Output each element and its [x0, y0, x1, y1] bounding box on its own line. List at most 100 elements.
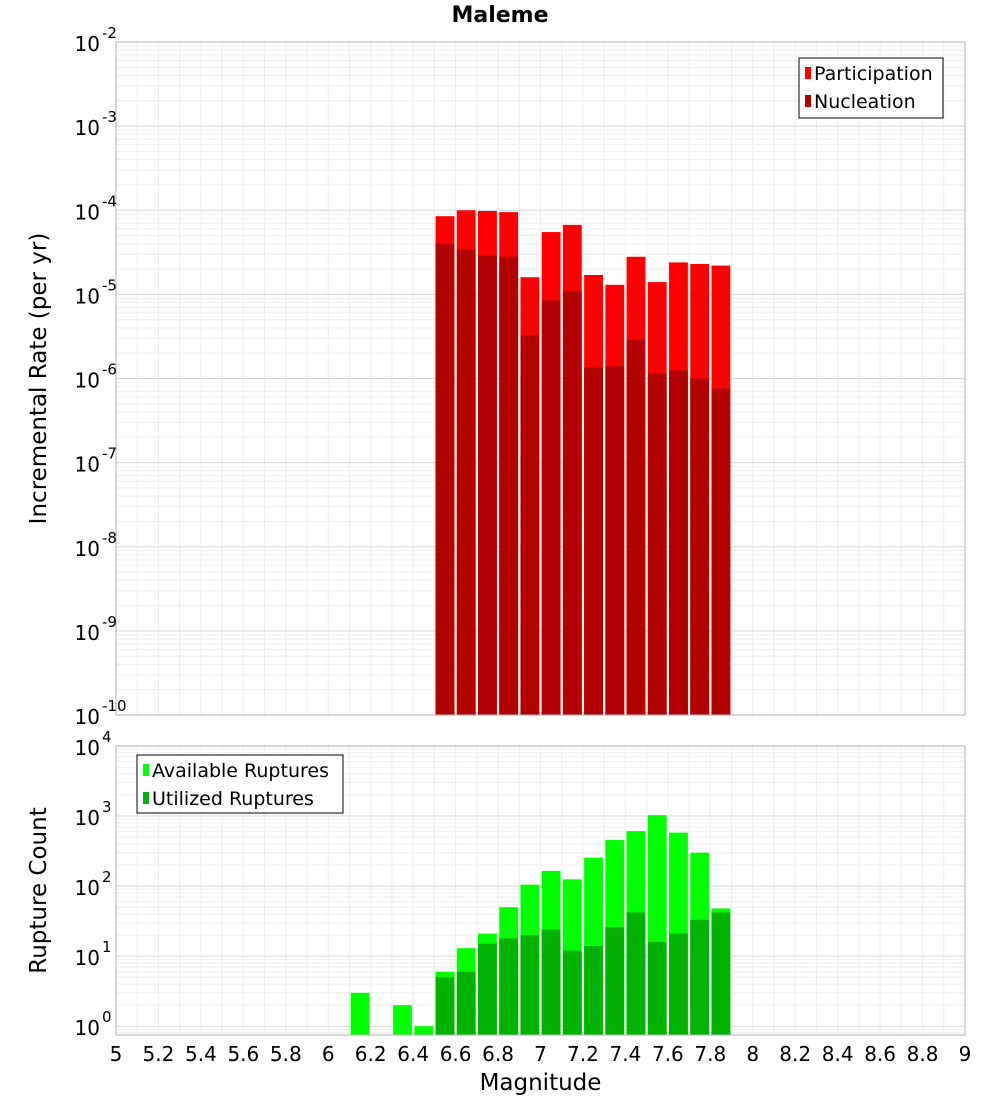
bar-secondary — [647, 373, 667, 715]
y-tick-exponent: 4 — [102, 728, 112, 746]
x-tick-label: 7.4 — [609, 1042, 641, 1066]
bar-secondary — [541, 300, 561, 715]
bar-secondary — [626, 339, 646, 715]
x-tick-label: 6.4 — [397, 1042, 429, 1066]
y-tick-exponent: 0 — [102, 1008, 112, 1026]
y-tick-exponent: -3 — [102, 108, 117, 126]
legend: Participation Nucleation — [798, 57, 944, 119]
y-tick-label: 10 — [75, 621, 100, 645]
legend-swatch — [143, 792, 149, 804]
y-axis-title: Rupture Count — [26, 807, 52, 973]
x-tick-label: 8.8 — [907, 1042, 939, 1066]
bar-secondary — [499, 256, 519, 715]
x-tick-label: 7.6 — [652, 1042, 684, 1066]
chart-title: Maleme — [451, 3, 548, 28]
x-tick-label: 7.2 — [567, 1042, 599, 1066]
plot-border — [115, 745, 966, 1036]
x-tick-label: 9 — [959, 1042, 972, 1066]
x-tick-label: 5.4 — [185, 1042, 217, 1066]
y-tick-label: 10 — [75, 453, 100, 477]
y-tick-exponent: -5 — [102, 276, 117, 294]
y-tick-label: 10 — [75, 116, 100, 140]
y-tick-label: 10 — [75, 736, 100, 760]
y-tick-label: 10 — [75, 537, 100, 561]
bar-secondary — [584, 367, 603, 715]
bar-secondary — [584, 945, 603, 1035]
x-tick-label: 6.8 — [482, 1042, 514, 1066]
y-tick-label: 10 — [75, 200, 100, 224]
x-tick-label: 6.2 — [355, 1042, 387, 1066]
x-tick-label: 8.2 — [779, 1042, 811, 1066]
bar-primary — [393, 1005, 412, 1035]
legend-swatch — [805, 95, 811, 107]
bar-secondary — [711, 388, 731, 715]
y-tick-label: 10 — [75, 1016, 100, 1040]
x-tick-label: 5.8 — [270, 1042, 302, 1066]
y-tick-label: 10 — [75, 32, 100, 56]
bar-secondary — [669, 370, 688, 715]
x-tick-label: 7 — [534, 1042, 547, 1066]
bar-secondary — [478, 255, 497, 715]
y-tick-label: 10 — [75, 876, 100, 900]
bar-secondary — [562, 950, 582, 1035]
y-tick-label: 10 — [75, 284, 100, 308]
y-tick-exponent: 1 — [102, 938, 112, 956]
legend-box — [798, 57, 944, 119]
bar-secondary — [435, 977, 455, 1035]
bar-secondary — [541, 929, 561, 1035]
y-tick-label: 10 — [75, 369, 100, 393]
bar-secondary — [605, 927, 625, 1035]
y-tick-exponent: -6 — [102, 361, 117, 379]
bar-secondary — [499, 938, 519, 1035]
y-tick-exponent: -9 — [102, 613, 117, 631]
x-tick-label: 5.6 — [227, 1042, 259, 1066]
y-tick-exponent: 2 — [102, 868, 112, 886]
bar-secondary — [456, 971, 476, 1035]
bar-secondary — [478, 943, 497, 1035]
bar-secondary — [626, 912, 646, 1035]
bar-secondary — [669, 933, 688, 1035]
x-tick-label: 6 — [322, 1042, 335, 1066]
bar-secondary — [711, 912, 731, 1035]
y-tick-exponent: 3 — [102, 798, 112, 816]
x-tick-label: 6.6 — [440, 1042, 472, 1066]
x-tick-label: 7.8 — [694, 1042, 726, 1066]
legend-label: Utilized Ruptures — [152, 788, 314, 810]
legend-label: Participation — [814, 63, 933, 85]
legend-box — [136, 754, 344, 814]
y-tick-exponent: -4 — [102, 192, 117, 210]
legend: Available Ruptures Utilized Ruptures — [136, 754, 344, 814]
y-tick-label: 10 — [75, 946, 100, 970]
y-tick-label: 10 — [75, 705, 100, 729]
bar-primary — [350, 992, 370, 1035]
bar-secondary — [647, 941, 667, 1035]
y-tick-exponent: -10 — [102, 697, 127, 715]
legend-swatch — [143, 764, 149, 776]
bar-secondary — [690, 378, 710, 715]
bar-primary — [414, 1026, 434, 1035]
x-tick-label: 8.6 — [864, 1042, 896, 1066]
y-tick-exponent: -2 — [102, 24, 117, 42]
bar-secondary — [456, 249, 476, 715]
x-tick-label: 5 — [110, 1042, 123, 1066]
x-tick-label: 8 — [746, 1042, 759, 1066]
y-tick-exponent: -7 — [102, 445, 117, 463]
y-tick-exponent: -8 — [102, 529, 117, 547]
bar-secondary — [435, 243, 455, 716]
bar-secondary — [520, 935, 540, 1035]
x-axis-title: Magnitude — [480, 1070, 602, 1096]
legend-label: Nucleation — [814, 91, 916, 113]
bar-secondary — [520, 334, 540, 715]
y-axis-title: Incremental Rate (per yr) — [26, 233, 52, 525]
legend-label: Available Ruptures — [152, 760, 329, 782]
x-tick-label: 8.4 — [822, 1042, 854, 1066]
bar-secondary — [690, 919, 710, 1035]
x-tick-label: 5.2 — [143, 1042, 175, 1066]
plot-border — [115, 41, 966, 716]
y-tick-label: 10 — [75, 806, 100, 830]
legend-swatch — [805, 67, 811, 79]
